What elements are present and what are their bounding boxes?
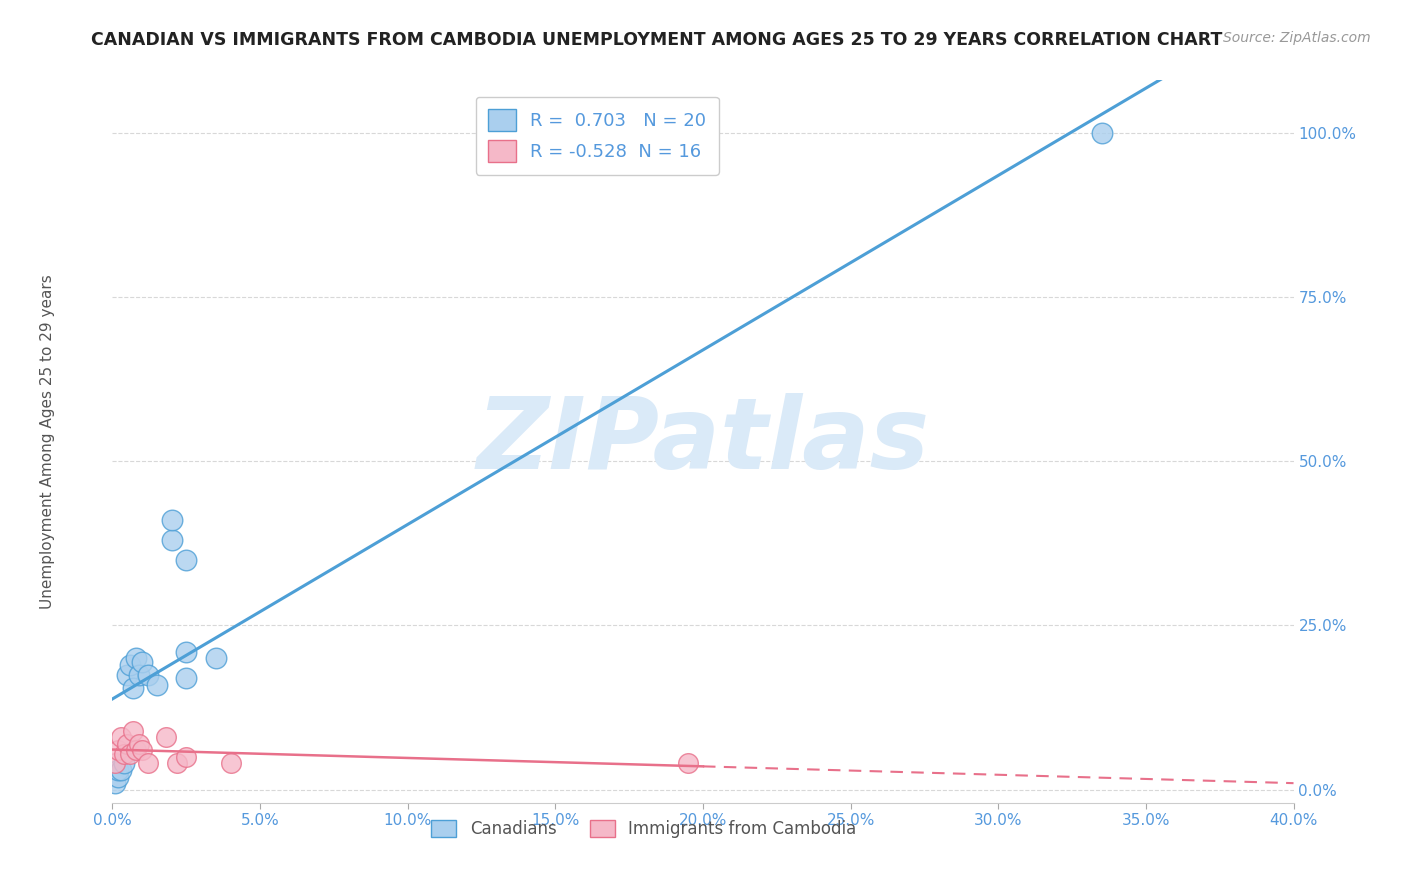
Text: Source: ZipAtlas.com: Source: ZipAtlas.com bbox=[1223, 31, 1371, 45]
Point bbox=[107, 770, 129, 784]
Point bbox=[131, 743, 153, 757]
Point bbox=[174, 749, 197, 764]
Point bbox=[104, 776, 127, 790]
Point bbox=[146, 677, 169, 691]
Point bbox=[125, 651, 148, 665]
Point bbox=[174, 671, 197, 685]
Point bbox=[110, 730, 132, 744]
Point bbox=[166, 756, 188, 771]
Text: ZIPatlas: ZIPatlas bbox=[477, 393, 929, 490]
Point bbox=[112, 756, 135, 771]
Point bbox=[107, 743, 129, 757]
Point bbox=[174, 553, 197, 567]
Point bbox=[117, 737, 138, 751]
Point bbox=[131, 655, 153, 669]
Point bbox=[120, 747, 142, 761]
Point bbox=[107, 763, 129, 777]
Point bbox=[1091, 126, 1114, 140]
Point bbox=[174, 645, 197, 659]
Point bbox=[125, 743, 148, 757]
Text: CANADIAN VS IMMIGRANTS FROM CAMBODIA UNEMPLOYMENT AMONG AGES 25 TO 29 YEARS CORR: CANADIAN VS IMMIGRANTS FROM CAMBODIA UNE… bbox=[91, 31, 1223, 49]
Point bbox=[122, 723, 145, 738]
Point bbox=[128, 667, 150, 681]
Point bbox=[160, 533, 183, 547]
Point bbox=[160, 513, 183, 527]
Point bbox=[205, 651, 228, 665]
Point bbox=[155, 730, 177, 744]
Legend: Canadians, Immigrants from Cambodia: Canadians, Immigrants from Cambodia bbox=[425, 814, 863, 845]
Point bbox=[120, 657, 142, 672]
Point bbox=[112, 747, 135, 761]
Point bbox=[110, 763, 132, 777]
Point bbox=[136, 667, 159, 681]
Point bbox=[122, 681, 145, 695]
Text: Unemployment Among Ages 25 to 29 years: Unemployment Among Ages 25 to 29 years bbox=[39, 274, 55, 609]
Point bbox=[128, 737, 150, 751]
Point bbox=[219, 756, 242, 771]
Point bbox=[678, 756, 700, 771]
Point bbox=[136, 756, 159, 771]
Point bbox=[117, 667, 138, 681]
Point bbox=[104, 756, 127, 771]
